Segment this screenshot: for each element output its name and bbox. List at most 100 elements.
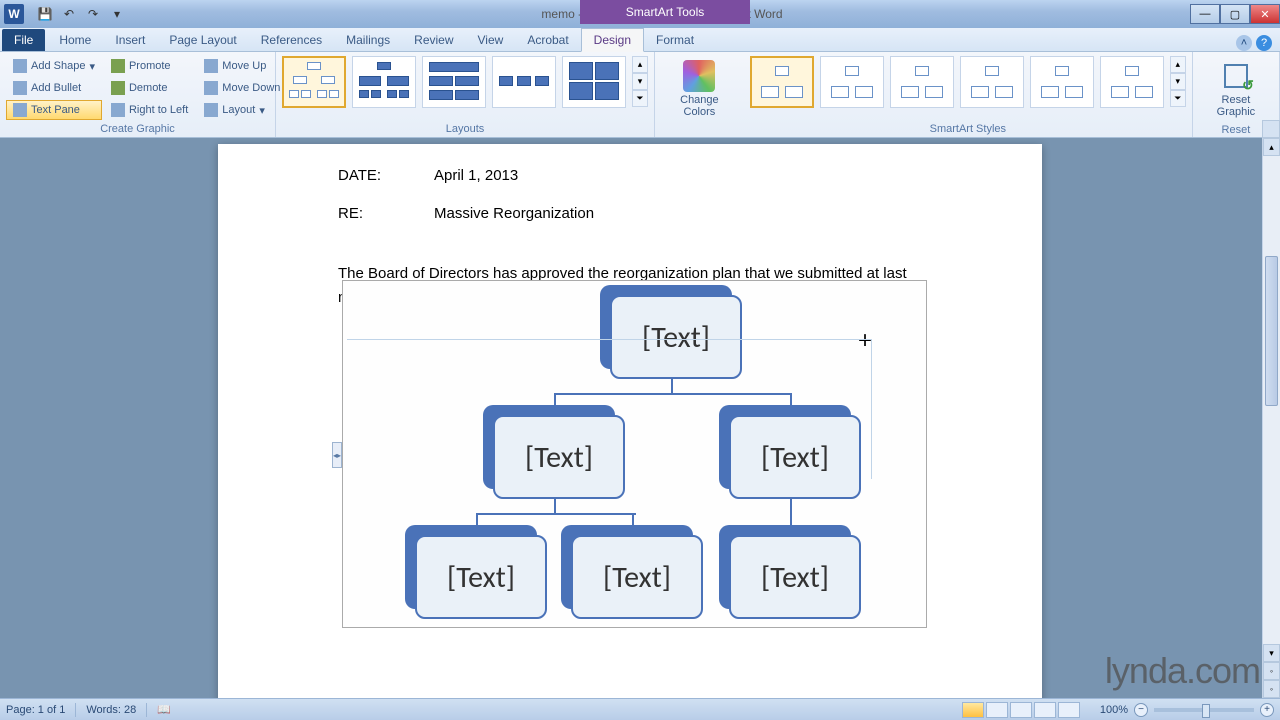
org-node-bot-3[interactable]: [Text] <box>719 525 851 609</box>
drag-outline <box>871 339 873 479</box>
move-down-button[interactable]: Move Down <box>197 78 287 98</box>
connector <box>671 379 673 393</box>
layouts-scroll-down[interactable]: ▾ <box>632 73 648 90</box>
zoom-level[interactable]: 100% <box>1100 704 1128 716</box>
tab-mailings[interactable]: Mailings <box>334 29 402 51</box>
ruler-toggle-icon[interactable] <box>1262 120 1280 138</box>
add-bullet-icon <box>13 81 27 95</box>
close-button[interactable]: ✕ <box>1250 4 1280 24</box>
layouts-scroll: ▴ ▾ ⏷ <box>632 56 648 107</box>
layout-option-5[interactable] <box>562 56 626 108</box>
tab-references[interactable]: References <box>249 29 334 51</box>
watermark: lynda.com <box>1105 650 1260 692</box>
prev-page-button[interactable]: ◦ <box>1263 662 1280 680</box>
change-colors-icon <box>683 60 715 92</box>
scroll-thumb[interactable] <box>1265 256 1278 406</box>
add-shape-button[interactable]: Add Shape ▾ <box>6 56 102 76</box>
style-option-6[interactable] <box>1100 56 1164 108</box>
reset-graphic-icon <box>1220 60 1252 92</box>
layout-button[interactable]: Layout ▾ <box>197 100 287 120</box>
tab-view[interactable]: View <box>466 29 516 51</box>
style-option-3[interactable] <box>890 56 954 108</box>
text-pane-button[interactable]: Text Pane <box>6 100 102 120</box>
status-words[interactable]: Words: 28 <box>86 704 136 716</box>
document-area[interactable]: DATE:April 1, 2013 RE:Massive Reorganiza… <box>0 138 1262 698</box>
status-page[interactable]: Page: 1 of 1 <box>6 704 65 716</box>
group-smartart-styles: ▴ ▾ ⏷ SmartArt Styles <box>744 52 1193 137</box>
layouts-scroll-up[interactable]: ▴ <box>632 56 648 73</box>
zoom-slider[interactable] <box>1154 708 1254 712</box>
status-bar: Page: 1 of 1 Words: 28 📖 100% − + <box>0 698 1280 720</box>
org-node-bot-1[interactable]: [Text] <box>405 525 537 609</box>
tab-insert[interactable]: Insert <box>103 29 157 51</box>
promote-icon <box>111 59 125 73</box>
maximize-button[interactable]: ▢ <box>1220 4 1250 24</box>
help-icon[interactable]: ? <box>1256 35 1272 51</box>
org-node-bot-2[interactable]: [Text] <box>561 525 693 609</box>
layout-option-2[interactable] <box>352 56 416 108</box>
org-node-top[interactable]: [Text] <box>600 285 732 369</box>
move-down-icon <box>204 81 218 95</box>
tab-acrobat[interactable]: Acrobat <box>515 29 580 51</box>
tab-home[interactable]: Home <box>47 29 103 51</box>
view-buttons <box>962 702 1080 718</box>
layout-option-1[interactable] <box>282 56 346 108</box>
smartart-canvas[interactable]: ◂▸ [Text] [Text] [Text] [Text] <box>342 280 927 628</box>
zoom-out-button[interactable]: − <box>1134 703 1148 717</box>
view-print-layout[interactable] <box>962 702 984 718</box>
status-proofing-icon[interactable]: 📖 <box>157 703 171 716</box>
tab-review[interactable]: Review <box>402 29 465 51</box>
add-bullet-button[interactable]: Add Bullet <box>6 78 102 98</box>
view-draft[interactable] <box>1058 702 1080 718</box>
scroll-down-button[interactable]: ▾ <box>1263 644 1280 662</box>
save-icon[interactable]: 💾 <box>34 3 56 25</box>
date-value: April 1, 2013 <box>434 164 518 188</box>
ribbon: Add Shape ▾ Add Bullet Text Pane Promote… <box>0 52 1280 138</box>
layout-option-4[interactable] <box>492 56 556 108</box>
smartart-tools-tab: SmartArt Tools <box>580 0 750 24</box>
next-page-button[interactable]: ◦ <box>1263 680 1280 698</box>
style-option-4[interactable] <box>960 56 1024 108</box>
demote-button[interactable]: Demote <box>104 78 195 98</box>
zoom-in-button[interactable]: + <box>1260 703 1274 717</box>
undo-icon[interactable]: ↶ <box>58 3 80 25</box>
group-label-styles: SmartArt Styles <box>750 121 1186 135</box>
qat-more-icon[interactable]: ▾ <box>106 3 128 25</box>
right-to-left-button[interactable]: Right to Left <box>104 100 195 120</box>
layout-option-3[interactable] <box>422 56 486 108</box>
text-pane-handle[interactable]: ◂▸ <box>332 442 342 468</box>
org-node-mid-left[interactable]: [Text] <box>483 405 615 489</box>
group-label-create-graphic: Create Graphic <box>6 121 269 135</box>
tab-page-layout[interactable]: Page Layout <box>157 29 248 51</box>
tab-design[interactable]: Design <box>581 28 644 52</box>
styles-scroll-up[interactable]: ▴ <box>1170 56 1186 73</box>
move-up-button[interactable]: Move Up <box>197 56 287 76</box>
minimize-ribbon-icon[interactable]: ˄ <box>1236 35 1252 51</box>
style-option-2[interactable] <box>820 56 884 108</box>
re-value: Massive Reorganization <box>434 202 594 226</box>
minimize-button[interactable]: — <box>1190 4 1220 24</box>
vertical-scrollbar[interactable]: ▴ ▾ ◦ ◦ <box>1262 138 1280 698</box>
view-outline[interactable] <box>1034 702 1056 718</box>
reset-graphic-button[interactable]: Reset Graphic <box>1199 56 1273 122</box>
layouts-more-button[interactable]: ⏷ <box>632 90 648 107</box>
styles-scroll: ▴ ▾ ⏷ <box>1170 56 1186 107</box>
word-icon: W <box>4 4 24 24</box>
change-colors-button[interactable]: Change Colors <box>661 56 738 122</box>
connector <box>476 513 636 515</box>
styles-scroll-down[interactable]: ▾ <box>1170 73 1186 90</box>
quick-access-toolbar: 💾 ↶ ↷ ▾ <box>28 3 134 25</box>
scroll-track[interactable] <box>1263 156 1280 644</box>
tab-file[interactable]: File <box>2 29 45 51</box>
style-option-1[interactable] <box>750 56 814 108</box>
promote-button[interactable]: Promote <box>104 56 195 76</box>
view-web-layout[interactable] <box>1010 702 1032 718</box>
redo-icon[interactable]: ↷ <box>82 3 104 25</box>
scroll-up-button[interactable]: ▴ <box>1263 138 1280 156</box>
view-full-screen[interactable] <box>986 702 1008 718</box>
style-option-5[interactable] <box>1030 56 1094 108</box>
styles-more-button[interactable]: ⏷ <box>1170 90 1186 107</box>
tab-format[interactable]: Format <box>644 29 706 51</box>
connector <box>554 499 556 513</box>
org-node-mid-right[interactable]: [Text] <box>719 405 851 489</box>
